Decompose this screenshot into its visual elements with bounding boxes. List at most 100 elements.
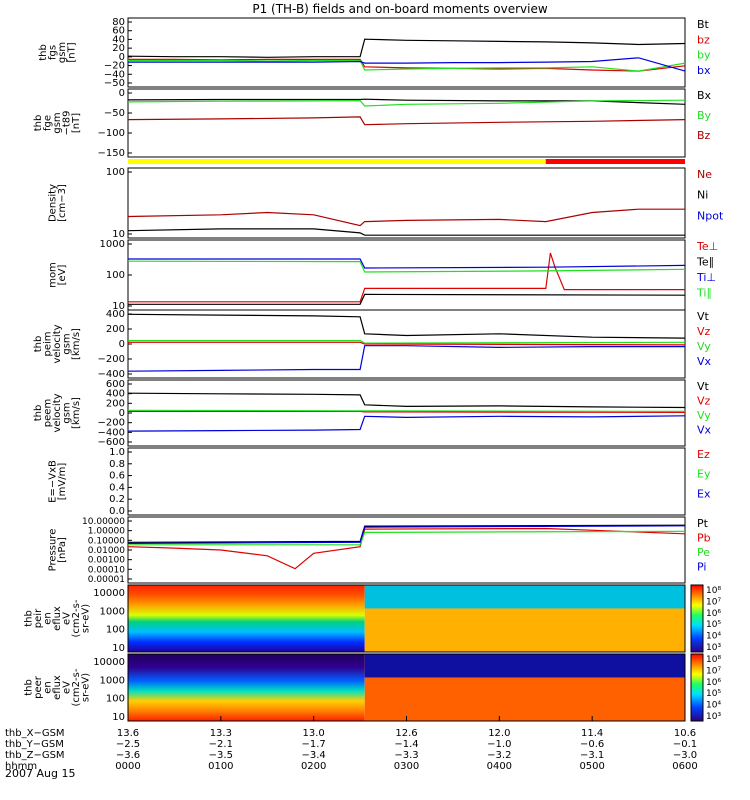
ytick-label: 10 xyxy=(112,301,125,312)
ytick-label: 10.00000 xyxy=(82,517,125,527)
ytick-label: −600 xyxy=(98,437,125,448)
timeaxis-row-label: hhmm xyxy=(5,761,37,772)
timeaxis-value: −2.1 xyxy=(209,739,233,750)
ylabel-line: thb xyxy=(24,610,35,627)
legend-Ex: Ex xyxy=(697,487,711,500)
ytick-label: 400 xyxy=(106,389,125,400)
timeaxis-value: −3.3 xyxy=(394,750,418,761)
panel-8: Pressure[nPa] 10.000001.000000.100000.010… xyxy=(47,516,711,585)
ytick-label: 10000 xyxy=(93,588,125,599)
timeaxis-value: −2.5 xyxy=(116,739,140,750)
ytick-label: 400 xyxy=(106,309,125,320)
ylabel-line: mom xyxy=(47,262,58,288)
ylabel-line: [nPa] xyxy=(57,537,68,563)
timeaxis-value: 0200 xyxy=(301,761,326,772)
legend-Ti∥: Ti∥ xyxy=(696,287,712,300)
panel-frame xyxy=(127,584,686,653)
ylabel-line: [nT] xyxy=(66,42,77,62)
timeaxis-value: −1.0 xyxy=(487,739,511,750)
ylabel-line: peir xyxy=(33,608,44,628)
ytick-label: 0.00100 xyxy=(88,556,125,566)
series-Vz xyxy=(128,410,686,413)
spectrogram-pre xyxy=(128,654,365,721)
series-Te∥ xyxy=(128,293,686,305)
series-Ne xyxy=(127,208,685,227)
timeaxis-value: −3.4 xyxy=(302,750,326,761)
timeaxis-value: 12.0 xyxy=(488,728,510,739)
ylabel-line: thb xyxy=(33,405,44,422)
series-By xyxy=(127,99,686,107)
series-Ni xyxy=(127,228,685,236)
colorbar-tick-label: 10⁷ xyxy=(706,597,721,607)
ylabel-line: E=−VxB xyxy=(47,460,58,503)
ytick-label: −50 xyxy=(104,78,125,89)
ytick-label: 0 xyxy=(119,339,125,350)
legend-Bz: Bz xyxy=(697,129,711,142)
ylabel-line: sr-eV) xyxy=(81,673,92,702)
timeaxis-value: 11.4 xyxy=(581,728,603,739)
legend-Vz: Vz xyxy=(697,325,711,338)
ylabel-line: [cm−3] xyxy=(57,184,68,222)
ylabel-line: velocity xyxy=(52,393,63,432)
timeaxis-value: −3.2 xyxy=(487,750,511,761)
date-label: 2007 Aug 15 xyxy=(5,767,75,780)
ylabel-line: (cm2-s- xyxy=(71,599,82,637)
ylabel-line: eflux xyxy=(52,606,63,631)
panel-frame xyxy=(127,167,686,239)
timeaxis-value: 0300 xyxy=(394,761,419,772)
ytick-label: 1000 xyxy=(100,606,125,617)
timeaxis-value: 13.3 xyxy=(210,728,232,739)
timeaxis-value: 12.6 xyxy=(395,728,417,739)
ylabel-line: sr-eV) xyxy=(81,604,92,633)
series-Vt xyxy=(127,313,686,339)
timeaxis-row-label: thb_Z−GSM xyxy=(5,750,65,761)
legend-Ti⊥: Ti⊥ xyxy=(696,271,716,284)
series-bx xyxy=(128,57,686,72)
legend-Te∥: Te∥ xyxy=(696,256,714,269)
ylabel-line: [nT] xyxy=(71,113,82,133)
ylabel-line: eV xyxy=(62,612,73,625)
ytick-label: 0 xyxy=(119,408,125,419)
ytick-label: 0.10000 xyxy=(88,536,125,546)
legend-Te⊥: Te⊥ xyxy=(696,240,718,253)
legend-By: By xyxy=(697,109,712,122)
colorbar-tick-label: 10⁷ xyxy=(706,666,721,676)
timeaxis-value: −0.6 xyxy=(580,739,604,750)
timeaxis-value: 0000 xyxy=(115,761,140,772)
ytick-label: 0.8 xyxy=(109,459,125,470)
panel-10: thbpeerenefluxeV(cm2-s-sr-eV)10⁸10⁷10⁶10… xyxy=(24,653,721,723)
ylabel-line: [km/s] xyxy=(71,397,82,429)
ytick-label: −40 xyxy=(104,69,125,80)
ytick-label: 600 xyxy=(106,379,125,390)
colorbar-tick-label: 10³ xyxy=(706,712,721,722)
legend-Ez: Ez xyxy=(697,448,710,461)
colorbar-tick-label: 10⁸ xyxy=(706,586,721,596)
colorbar-tick-label: 10⁵ xyxy=(706,620,721,630)
ylabel-line: [mV/m] xyxy=(57,463,68,501)
legend-bx: bx xyxy=(697,64,711,77)
panel-9: thbpeirenefluxeV(cm2-s-sr-eV)10⁸10⁷10⁶10… xyxy=(24,584,721,654)
status-bar-yellow xyxy=(128,159,546,164)
ytick-label: −200 xyxy=(98,354,125,365)
series-Pi xyxy=(127,525,686,545)
ylabel-line: gsm xyxy=(62,402,73,423)
legend-Vy: Vy xyxy=(697,340,711,353)
ytick-label: 0.6 xyxy=(109,471,125,482)
ytick-label: 20 xyxy=(112,43,125,54)
ylabel-line: peer xyxy=(33,675,44,699)
colorbar-strip xyxy=(690,584,704,653)
ytick-label: 0 xyxy=(119,52,125,63)
colorbar-tick-label: 10⁴ xyxy=(706,701,721,711)
legend-Vx: Vx xyxy=(697,355,712,368)
ytick-label: 100 xyxy=(106,694,125,705)
figure-title: P1 (TH-B) fields and on-board moments ov… xyxy=(252,2,548,16)
ytick-label: 0.2 xyxy=(109,494,125,505)
ytick-label: 100 xyxy=(106,167,125,178)
colorbar-tick-label: 10⁸ xyxy=(706,655,721,665)
ytick-label: 0.01000 xyxy=(88,546,125,556)
timeaxis-value: −1.7 xyxy=(302,739,326,750)
